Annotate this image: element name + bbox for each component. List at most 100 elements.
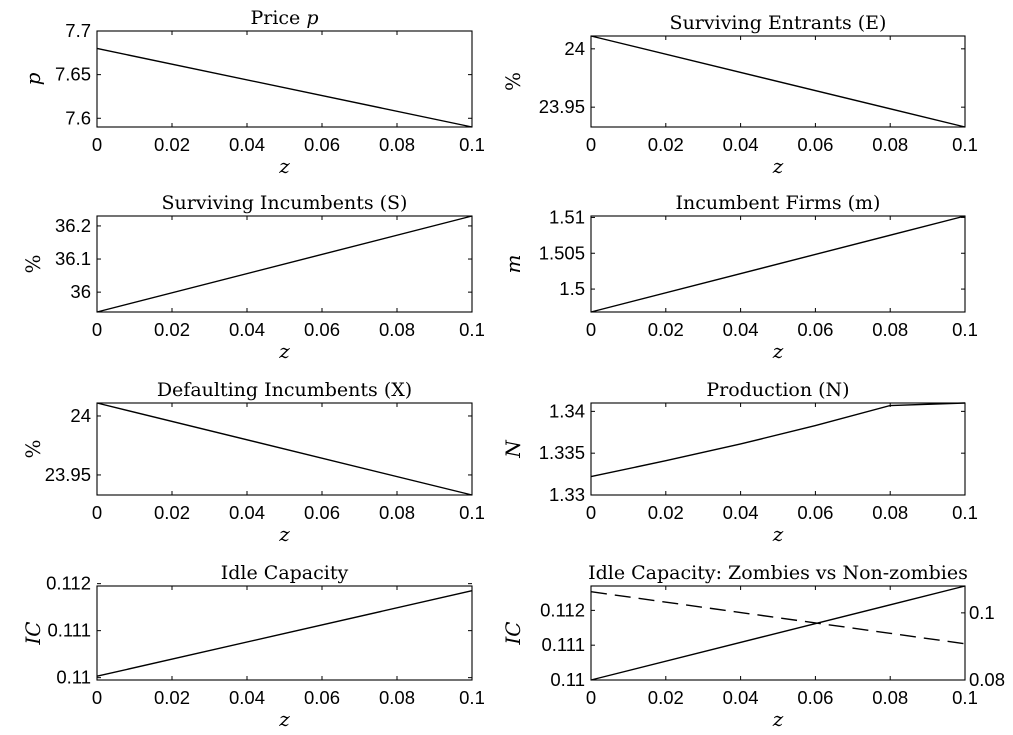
x-tick-label: 0.04: [229, 134, 265, 155]
y-tick-label: 7.6: [65, 107, 91, 128]
x-axis-label: z: [278, 339, 290, 363]
x-tick-label: 0.04: [229, 687, 265, 708]
axes-frame: [590, 35, 966, 128]
y-tick-label: 24: [70, 405, 91, 426]
y-tick-label: 23.95: [45, 464, 91, 485]
x-axis-label: z: [772, 339, 784, 363]
y-tick-label: 24: [564, 38, 585, 59]
series-line-1: [96, 402, 473, 496]
x-tick-label: 0.06: [304, 319, 340, 340]
series-line-1: [96, 47, 473, 128]
y-tick-label: 36.1: [55, 248, 91, 269]
y-tick-label: 0.111: [541, 634, 585, 655]
x-tick-label: 0.08: [379, 319, 415, 340]
subplot-title-text: Price: [250, 7, 306, 29]
x-tick-label: 0.08: [379, 502, 415, 523]
y-tick-label: 0.111: [47, 620, 91, 641]
x-axis-label: z: [278, 707, 290, 731]
x-tick-label: 0.02: [154, 134, 190, 155]
x-tick-label: 0.06: [304, 134, 340, 155]
axes-frame: [96, 402, 473, 496]
y2-tick-label: 0.1: [969, 602, 995, 623]
y-tick-label: 0.112: [540, 599, 585, 620]
axes-frame: [590, 585, 966, 681]
y-tick-label: 1.505: [539, 242, 585, 263]
x-tick-label: 0.1: [459, 319, 485, 340]
x-tick-label: 0.08: [379, 687, 415, 708]
x-tick-label: 0.06: [304, 687, 340, 708]
subplot-title-text: Surviving Entrants (E): [670, 12, 887, 34]
subplot-title-text: Defaulting Incumbents (X): [157, 379, 412, 401]
y-tick-label: 1.34: [549, 400, 585, 421]
x-tick-label: 0.04: [723, 687, 759, 708]
series-line-1: [96, 590, 473, 677]
y2-tick-label: 0.08: [969, 669, 1005, 690]
x-tick-label: 0.1: [459, 134, 485, 155]
x-tick-label: 0.08: [872, 134, 908, 155]
subplot-title: Surviving Entrants (E): [670, 12, 887, 34]
y-axis-label: IC: [21, 621, 45, 645]
y-tick-label: 0.112: [46, 573, 91, 594]
y-axis-label: m: [501, 255, 525, 274]
subplot-title-text: Idle Capacity: [221, 562, 349, 584]
subplot-title: Idle Capacity: Zombies vs Non-zombies: [588, 562, 968, 584]
y-tick-label: 36: [70, 281, 91, 302]
y-axis-label: p: [21, 72, 45, 85]
series-line-1: [590, 402, 966, 478]
x-tick-label: 0.06: [304, 502, 340, 523]
subplot-5: Defaulting Incumbents (X) 0 0.02 0.04 0.06 0.…: [21, 379, 485, 546]
x-tick-label: 0.1: [952, 319, 978, 340]
x-tick-label: 0.04: [723, 319, 759, 340]
x-tick-label: 0: [586, 687, 596, 708]
subplot-8: Idle Capacity: Zombies vs Non-zombies 0 0.…: [501, 562, 1005, 731]
x-tick-label: 0.08: [379, 134, 415, 155]
x-tick-label: 0.02: [648, 502, 684, 523]
x-tick-label: 0: [92, 319, 102, 340]
subplot-1: Price p 0 0.02 0.04 0.06 0.08 0.1 7.6 7.65 7.7 z p: [21, 7, 485, 178]
x-tick-label: 0: [92, 134, 102, 155]
x-tick-label: 0.1: [952, 687, 978, 708]
x-tick-label: 0.04: [723, 502, 759, 523]
x-tick-label: 0.02: [154, 502, 190, 523]
y-axis-label: IC: [501, 621, 525, 645]
subplot-title: Price p: [250, 7, 318, 29]
y-tick-label: 7.7: [65, 20, 91, 41]
x-tick-label: 0.02: [648, 134, 684, 155]
subplot-title: Defaulting Incumbents (X): [157, 379, 412, 401]
x-tick-label: 0.02: [154, 687, 190, 708]
y-tick-label: 1.335: [539, 442, 585, 463]
subplot-2: Surviving Entrants (E) 0 0.02 0.04 0.06 0.08 0…: [501, 12, 978, 178]
y-tick-label: 1.5: [559, 278, 585, 299]
x-axis-label: z: [772, 522, 784, 546]
y-tick-label: 1.33: [549, 484, 585, 505]
x-tick-label: 0: [586, 502, 596, 523]
y-axis-label: %: [501, 72, 525, 91]
y-axis-label: N: [501, 439, 525, 459]
x-tick-label: 0.08: [872, 502, 908, 523]
y-tick-label: 0.11: [56, 667, 91, 688]
axes-frame: [96, 215, 473, 313]
series-line-1: [590, 35, 966, 128]
x-tick-label: 0: [92, 687, 102, 708]
x-tick-label: 0.04: [723, 134, 759, 155]
x-tick-label: 0.1: [952, 502, 978, 523]
subplot-7: Idle Capacity 0 0.02 0.04 0.06 0.08 0.1 0.11 0.1…: [21, 562, 485, 731]
x-tick-label: 0.1: [459, 687, 485, 708]
subplot-title: Incumbent Firms (m): [676, 192, 881, 214]
subplot-6: Production (N) 0 0.02 0.04 0.06 0.08 0.1 1.33 1.…: [501, 379, 978, 546]
x-tick-label: 0.1: [952, 134, 978, 155]
y-axis-label: %: [21, 439, 45, 458]
subplot-3: Surviving Incumbents (S) 0 0.02 0.04 0.06 0.0…: [21, 192, 485, 363]
subplot-title: Production (N): [706, 379, 849, 401]
x-axis-label: z: [772, 154, 784, 178]
subplot-title: Surviving Incumbents (S): [162, 192, 408, 214]
y-tick-label: 36.2: [55, 215, 91, 236]
series-line-1: [96, 215, 473, 313]
series-line-1: [590, 585, 966, 681]
axes-frame: [590, 402, 966, 496]
subplot-4: Incumbent Firms (m) 0 0.02 0.04 0.06 0.08 0.1 1…: [501, 192, 978, 363]
x-tick-label: 0.08: [872, 319, 908, 340]
x-tick-label: 0.08: [872, 687, 908, 708]
x-tick-label: 0.06: [797, 502, 833, 523]
